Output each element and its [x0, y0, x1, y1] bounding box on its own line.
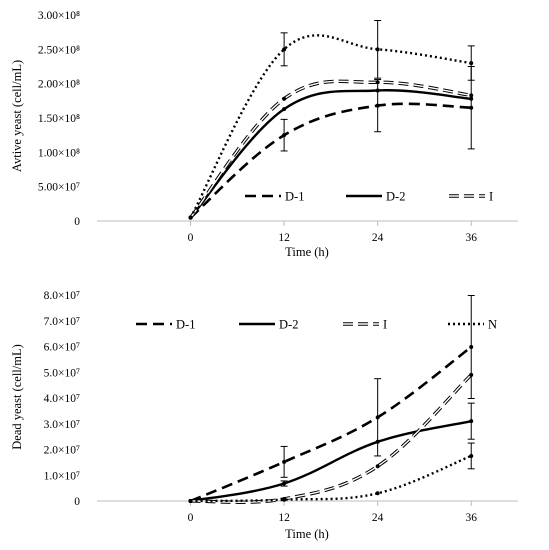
y-tick-label: 0	[74, 496, 80, 508]
y-tick-label: 7.0×10⁷	[44, 316, 80, 328]
y-tick-label: 1.0×10⁷	[44, 470, 80, 482]
y-tick-label: 6.0×10⁷	[44, 342, 80, 354]
data-point-D-2	[469, 96, 474, 101]
data-point-D-1	[375, 103, 380, 108]
y-tick-label: 3.00×10⁸	[38, 10, 80, 22]
series-line-D-1	[190, 345, 472, 503]
series-line-D-1	[189, 102, 472, 219]
data-point-N	[375, 47, 380, 52]
y-tick-label: 2.50×10⁸	[38, 44, 80, 56]
x-tick-label: 12	[278, 232, 290, 244]
data-point-N	[375, 491, 380, 496]
data-point-I	[282, 96, 287, 101]
data-point-N	[282, 497, 287, 502]
x-axis-label: Time (h)	[285, 527, 329, 541]
data-point-D-2	[375, 439, 380, 444]
data-point-I	[375, 80, 380, 85]
data-point-I	[375, 464, 380, 469]
series-line-I	[189, 79, 472, 219]
legend: D-1 D-2 I N	[136, 318, 497, 332]
x-tick-label: 12	[278, 512, 290, 524]
data-point-I	[469, 372, 474, 377]
active-yeast-chart: 0 5.00×10⁷ 1.00×10⁸ 1.50×10⁸ 2.00×10⁸ 2.50×10…	[10, 10, 518, 259]
y-tick-label: 0	[74, 216, 80, 228]
legend-label-D-2: D-2	[386, 190, 405, 204]
data-point-D-2	[282, 481, 287, 486]
x-axis-label: Time (h)	[285, 245, 329, 259]
data-point-N	[188, 499, 193, 503]
data-point-N	[282, 47, 287, 52]
y-tick-label: 1.00×10⁸	[38, 147, 80, 159]
series-line-I	[190, 373, 473, 504]
series-line-N	[189, 34, 472, 219]
data-point-N	[469, 61, 474, 66]
y-tick-label: 5.00×10⁷	[38, 182, 80, 194]
x-tick-label: 0	[188, 232, 194, 244]
legend-label-D-1: D-1	[285, 190, 304, 204]
y-axis-label: Avtive yeast (cell/mL)	[10, 60, 24, 172]
dead-yeast-chart: 0 1.0×10⁷ 2.0×10⁷ 3.0×10⁷ 4.0×10⁷ 5.0×10⁷ 6.0×…	[10, 290, 518, 541]
y-tick-label: 2.0×10⁷	[44, 445, 80, 457]
legend-label-D-2: D-2	[279, 318, 298, 332]
series-line-D-2	[190, 420, 472, 503]
y-axis-label: Dead yeast (cell/mL)	[10, 344, 24, 450]
data-point-D-1	[469, 105, 474, 110]
legend-label-I: I	[489, 190, 493, 204]
x-tick-label: 36	[465, 512, 477, 524]
data-point-D-1	[469, 345, 474, 350]
y-tick-label: 5.0×10⁷	[44, 367, 80, 379]
data-point-D-2	[375, 88, 380, 93]
x-tick-label: 36	[465, 232, 477, 244]
y-tick-label: 3.0×10⁷	[44, 419, 80, 431]
data-point-D-1	[282, 459, 287, 464]
y-tick-label: 4.0×10⁷	[44, 393, 80, 405]
data-point-I	[469, 93, 474, 98]
x-tick-label: 24	[372, 232, 384, 244]
data-point-D-2	[469, 419, 474, 424]
series-line-D-2	[189, 89, 472, 219]
legend-label-I: I	[383, 318, 387, 332]
legend: D-1D-2IN	[245, 190, 493, 204]
data-point-N	[188, 215, 193, 220]
series-line-inner-I	[190, 374, 472, 503]
y-tick-label: 8.0×10⁷	[44, 290, 80, 302]
data-point-D-2	[282, 107, 287, 112]
series-line-inner-I	[190, 80, 472, 219]
x-tick-label: 0	[188, 512, 194, 524]
legend-label-D-1: D-1	[176, 318, 195, 332]
y-tick-label: 1.50×10⁸	[38, 113, 80, 125]
data-point-N	[469, 453, 474, 458]
legend-label-N: N	[488, 318, 497, 332]
y-tick-label: 2.00×10⁸	[38, 79, 80, 91]
x-tick-label: 24	[372, 512, 384, 524]
data-point-D-1	[375, 415, 380, 420]
data-point-D-1	[282, 133, 287, 138]
